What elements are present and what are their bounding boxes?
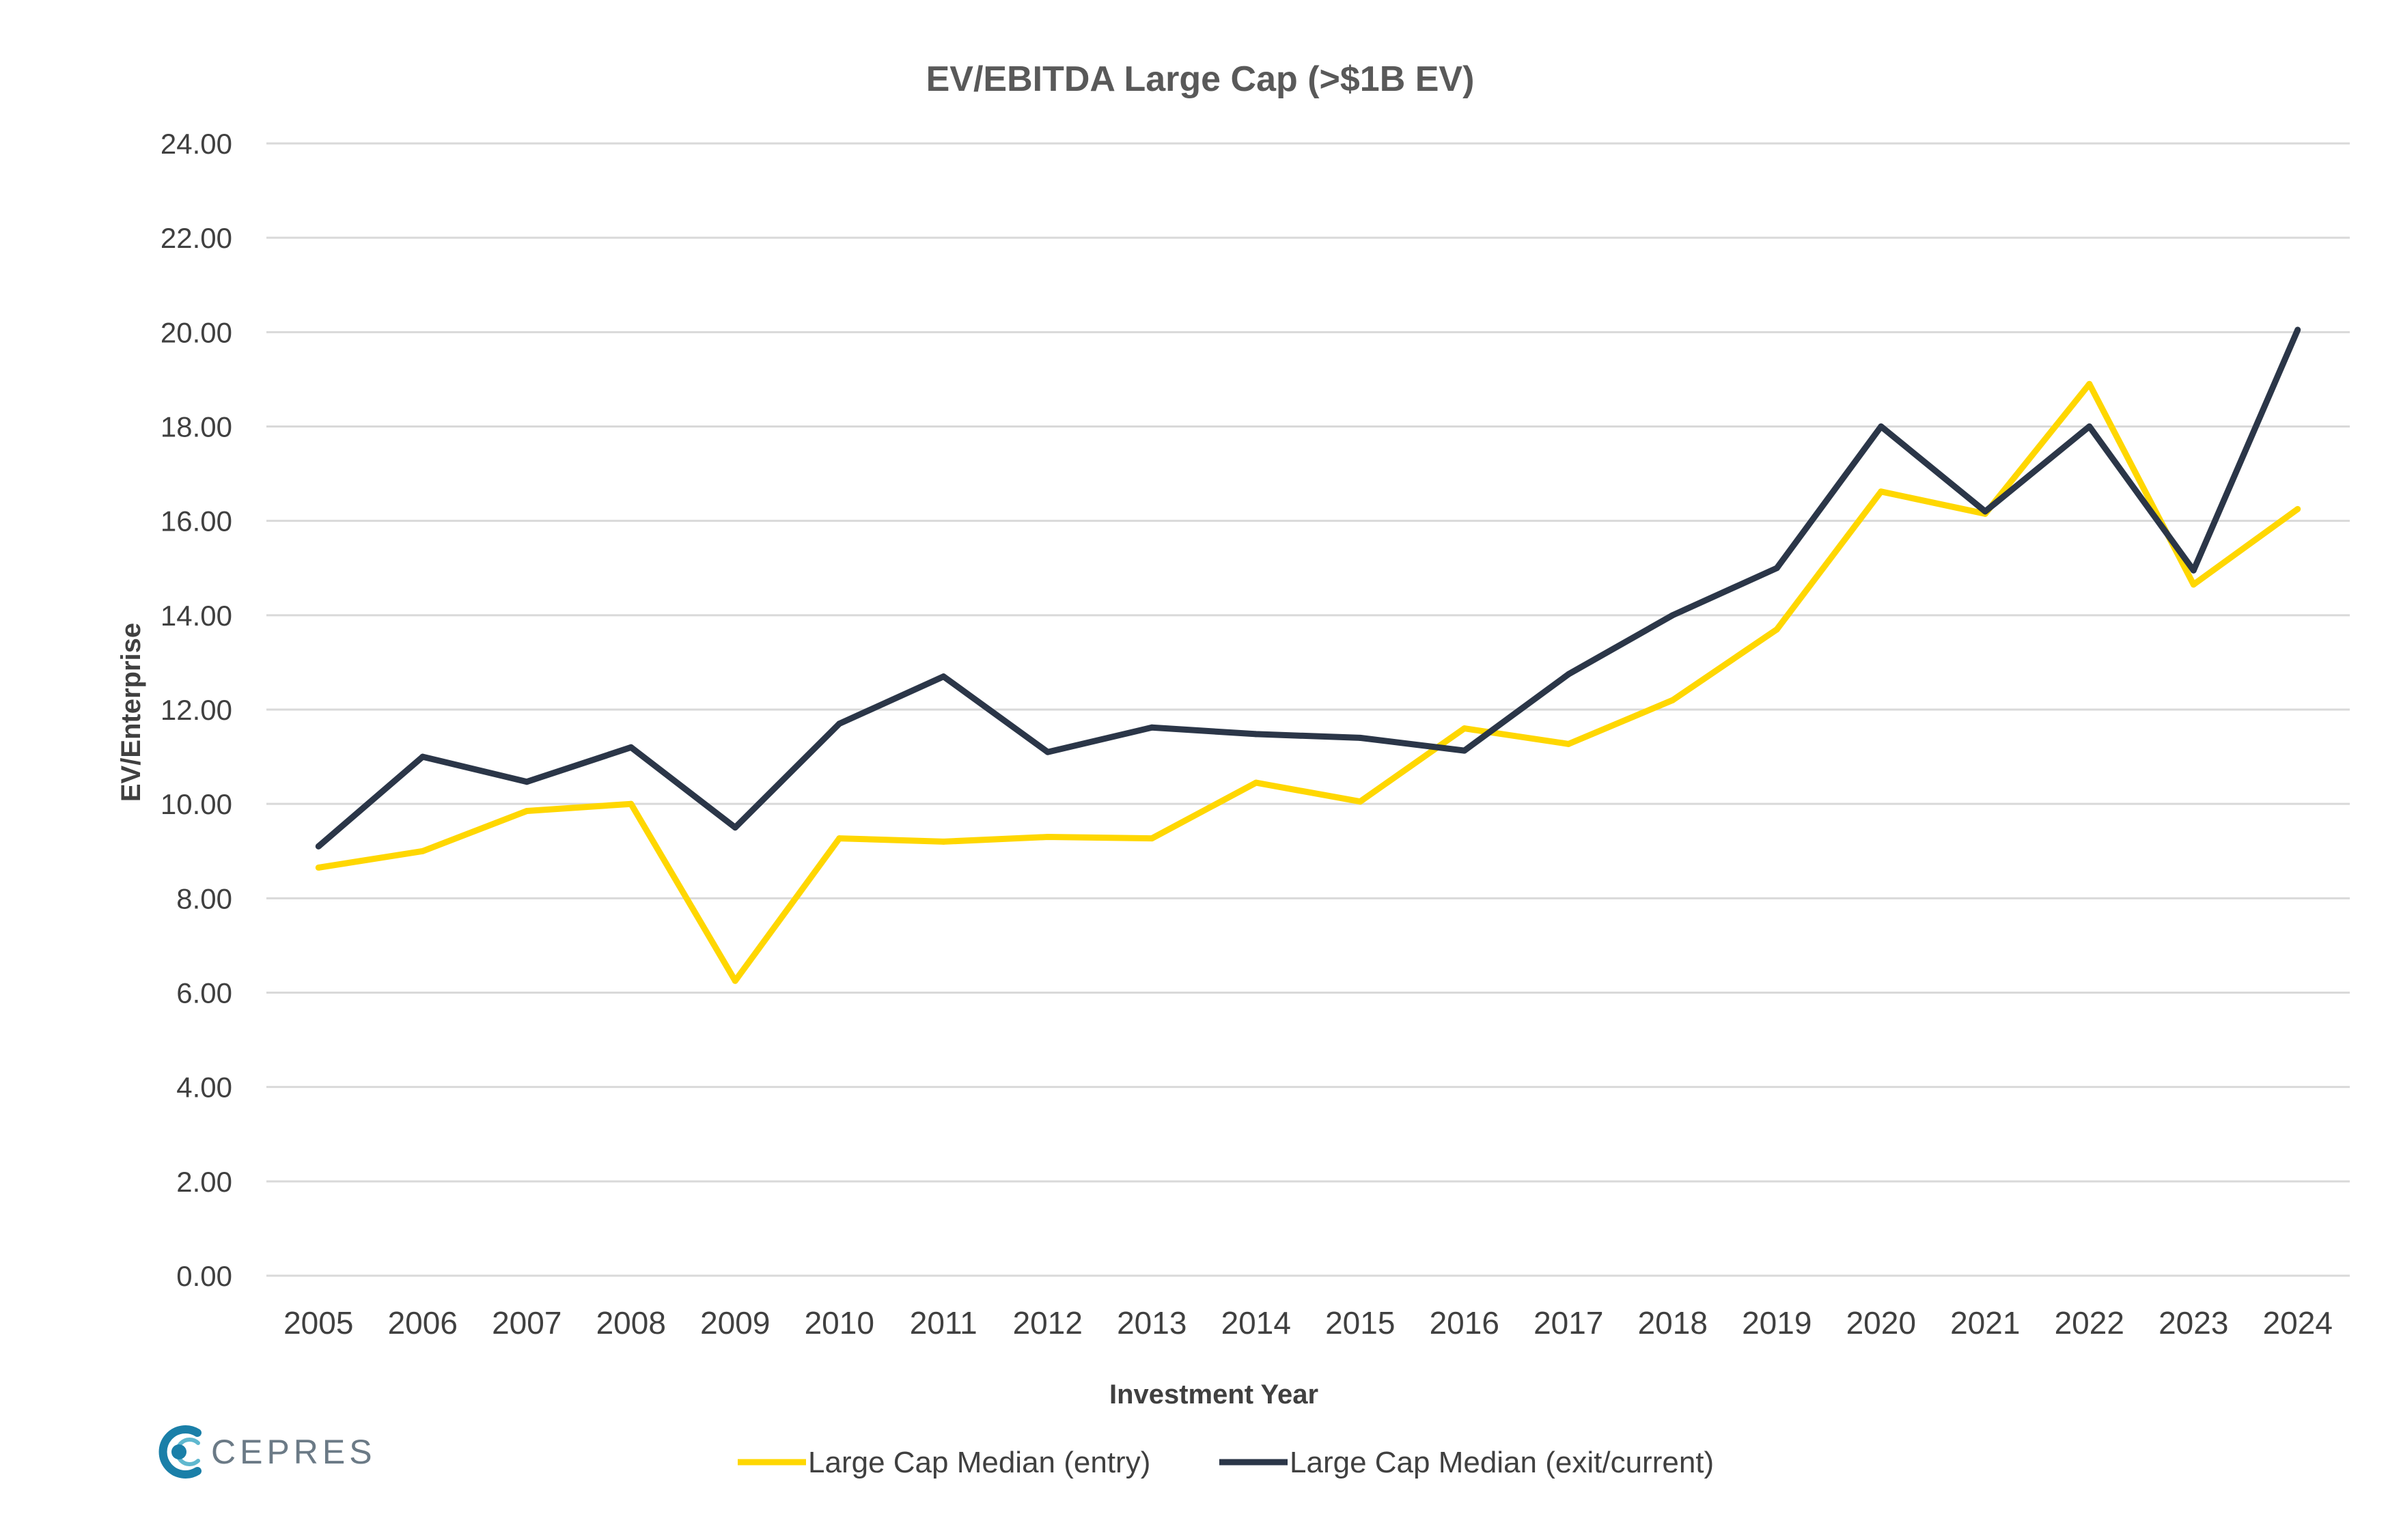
y-tick-label: 6.00 [176, 977, 232, 1009]
data-point [1253, 731, 1260, 738]
data-point [1878, 488, 1885, 495]
data-point [1357, 798, 1363, 805]
data-point [1461, 725, 1468, 732]
cepres-logo-icon [158, 1425, 202, 1479]
grid [266, 142, 2350, 1277]
y-tick-label: 12.00 [161, 694, 232, 726]
data-point [628, 744, 635, 751]
x-axis-ticks: 2005 2006 2007 2008 2009 2010 2011 2012 2013 2014… [283, 1305, 2333, 1341]
x-tick-label: 2024 [2263, 1305, 2333, 1341]
x-tick-label: 2020 [1846, 1305, 1916, 1341]
y-tick-label: 16.00 [161, 505, 232, 537]
x-tick-label: 2009 [700, 1305, 770, 1341]
data-point [315, 864, 322, 871]
data-point [523, 808, 530, 815]
legend: Large Cap Median (entry) Large Cap Median… [738, 1446, 1714, 1479]
y-tick-label: 2.00 [176, 1166, 232, 1198]
cepres-logo-text: CEPRES [211, 1433, 376, 1471]
x-tick-label: 2023 [2159, 1305, 2228, 1341]
data-point [1565, 671, 1572, 677]
y-tick-label: 4.00 [176, 1072, 232, 1104]
data-point [1044, 834, 1051, 841]
x-tick-label: 2008 [596, 1305, 666, 1341]
data-point [315, 843, 322, 850]
y-tick-label: 0.00 [176, 1260, 232, 1292]
data-point [1565, 740, 1572, 747]
x-tick-label: 2012 [1013, 1305, 1083, 1341]
y-tick-label: 22.00 [161, 222, 232, 254]
data-point [1148, 835, 1155, 842]
data-point [732, 977, 738, 984]
data-point [2190, 581, 2197, 588]
x-tick-label: 2019 [1742, 1305, 1812, 1341]
chart-title: EV/EBITDA Large Cap (>$1B EV) [926, 59, 1475, 99]
y-axis-ticks: 0.00 2.00 4.00 6.00 8.00 10.00 12.00 14.00 16.00… [161, 128, 232, 1292]
y-tick-label: 8.00 [176, 882, 232, 914]
data-point [1773, 626, 1780, 633]
x-tick-label: 2014 [1221, 1305, 1291, 1341]
data-point [1253, 779, 1260, 786]
x-axis-title: Investment Year [1109, 1380, 1318, 1410]
data-point [940, 838, 947, 845]
data-point [419, 848, 426, 854]
data-point [2294, 326, 2301, 333]
data-point [836, 835, 843, 842]
y-tick-label: 14.00 [161, 600, 232, 632]
series-line-1 [316, 328, 2301, 849]
cepres-logo: CEPRES [158, 1425, 376, 1479]
data-point [1044, 748, 1051, 755]
data-point [1669, 697, 1676, 703]
y-tick-label: 20.00 [161, 316, 232, 348]
x-tick-label: 2017 [1533, 1305, 1603, 1341]
y-tick-label: 10.00 [161, 788, 232, 820]
data-point [419, 753, 426, 760]
data-point [940, 673, 947, 680]
data-point [2086, 380, 2093, 387]
x-tick-label: 2013 [1117, 1305, 1186, 1341]
data-point [1461, 747, 1468, 754]
x-tick-label: 2010 [805, 1305, 874, 1341]
data-point [1773, 565, 1780, 572]
legend-label-0: Large Cap Median (entry) [808, 1446, 1150, 1479]
legend-label-1: Large Cap Median (exit/current) [1290, 1446, 1714, 1479]
x-tick-label: 2018 [1638, 1305, 1708, 1341]
data-point [1669, 612, 1676, 619]
data-point [523, 779, 530, 785]
data-point [1982, 508, 1988, 515]
data-point [1878, 423, 1885, 430]
x-tick-label: 2021 [1950, 1305, 2020, 1341]
data-point [732, 824, 738, 831]
data-point [836, 720, 843, 727]
y-axis-title: EV/Enterprise [116, 623, 146, 802]
x-tick-label: 2006 [388, 1305, 458, 1341]
x-tick-label: 2015 [1325, 1305, 1395, 1341]
y-tick-label: 24.00 [161, 128, 232, 160]
x-tick-label: 2022 [2055, 1305, 2124, 1341]
data-point [2190, 567, 2197, 574]
data-point [1357, 734, 1363, 741]
y-tick-label: 18.00 [161, 411, 232, 443]
data-point [628, 800, 635, 807]
series-line-0 [318, 380, 2300, 984]
data-point [2294, 505, 2301, 512]
x-tick-label: 2011 [910, 1305, 977, 1341]
x-tick-label: 2007 [492, 1305, 561, 1341]
series-lines [315, 326, 2301, 984]
data-point [1148, 724, 1155, 731]
x-tick-label: 2005 [283, 1305, 353, 1341]
x-tick-label: 2016 [1430, 1305, 1499, 1341]
data-point [2086, 423, 2093, 430]
